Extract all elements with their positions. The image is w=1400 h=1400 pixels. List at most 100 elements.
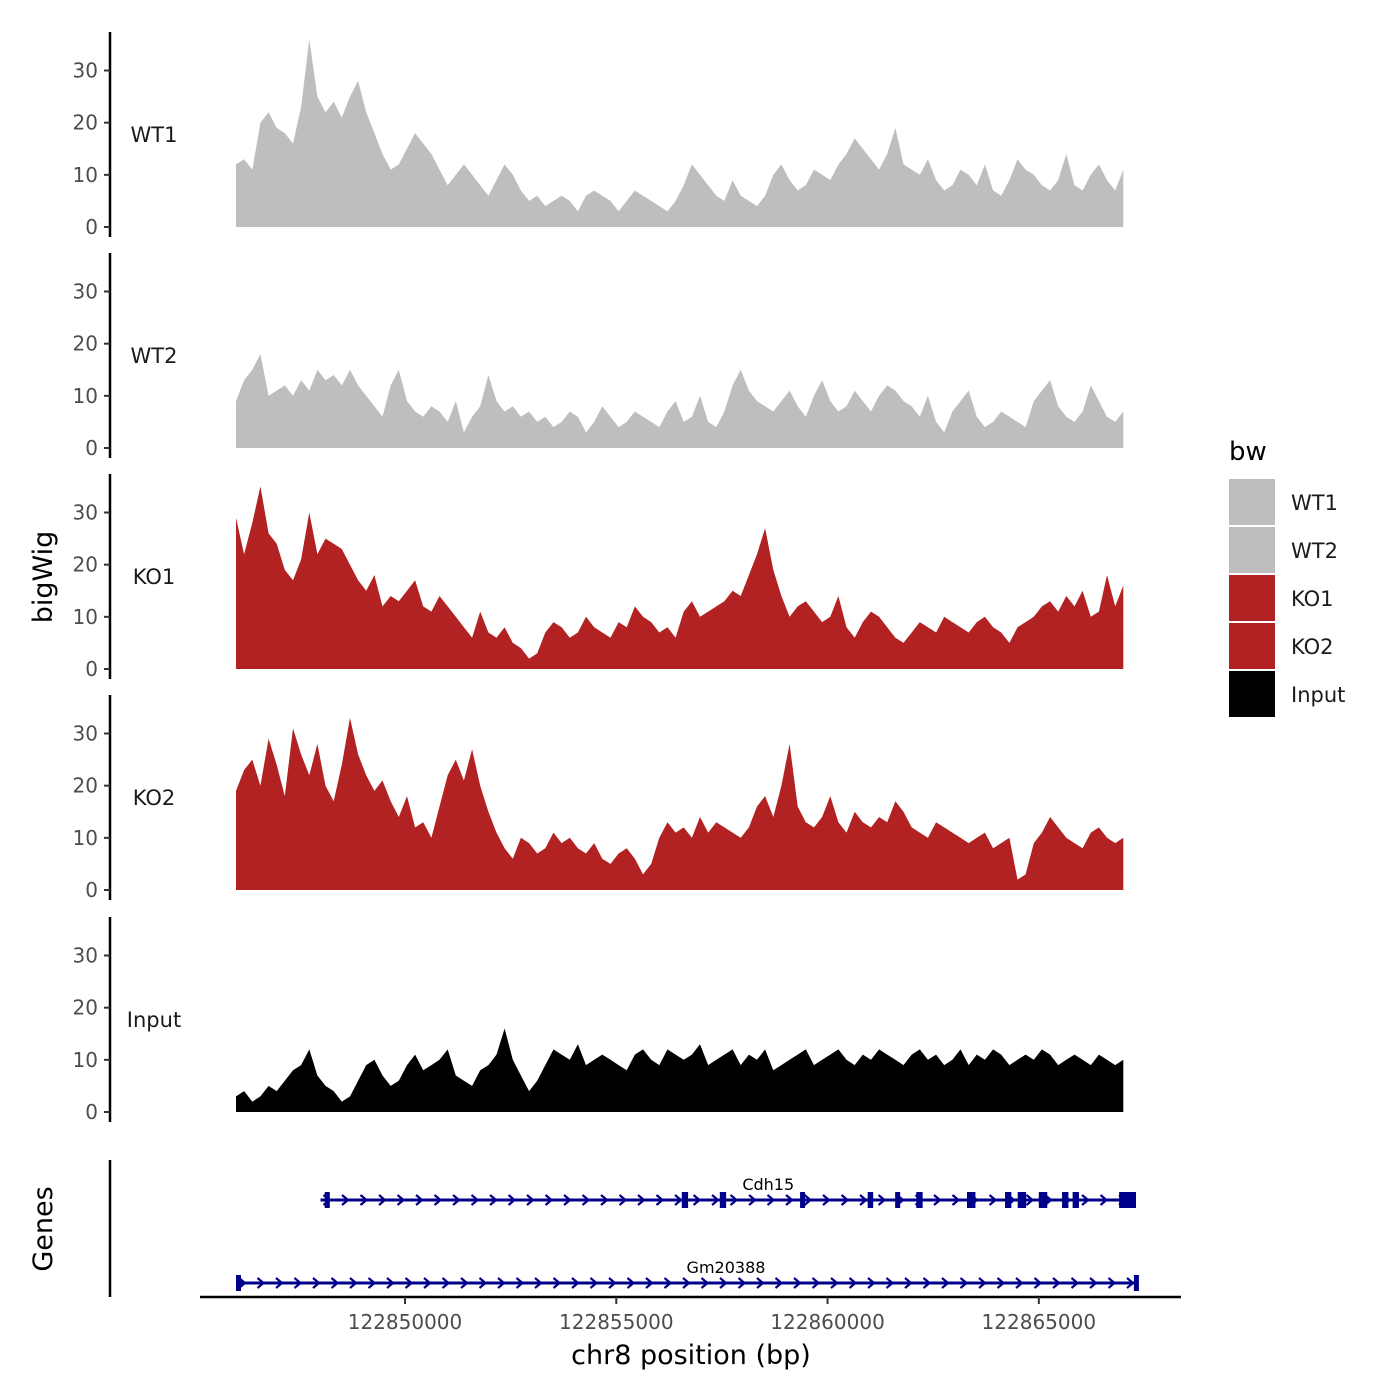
strand-arrow: [1126, 1277, 1135, 1289]
strand-arrow: [978, 1277, 987, 1289]
strand-arrow: [859, 1194, 868, 1206]
strand-arrow: [756, 1277, 765, 1289]
x-tick-label: 122865000: [982, 1310, 1097, 1334]
strand-arrow: [663, 1277, 673, 1289]
strand-arrow: [1015, 1277, 1024, 1289]
strand-arrow: [256, 1277, 266, 1289]
y-axis-title: bigWig: [28, 531, 59, 624]
strand-arrow: [922, 1277, 932, 1289]
y-tick-label: 0: [85, 657, 98, 681]
genes-track-title: Genes: [28, 1186, 59, 1271]
gene-track: Gm20388 Cdh15: [108, 1160, 1139, 1297]
y-tick-label: 0: [85, 878, 98, 902]
strand-arrow: [608, 1277, 617, 1289]
track-label-wt2: WT2: [131, 344, 178, 368]
exon: [1005, 1192, 1012, 1208]
strand-arrow: [1107, 1277, 1117, 1289]
legend-key-wt1: [1229, 479, 1275, 525]
exon: [1133, 1275, 1139, 1291]
strand-arrow: [507, 1194, 517, 1206]
strand-arrow: [885, 1277, 895, 1289]
y-tick-label: 20: [73, 553, 98, 577]
exon: [1119, 1192, 1136, 1208]
strand-arrow: [571, 1277, 580, 1289]
strand-arrow: [1099, 1194, 1109, 1206]
strand-arrow: [544, 1194, 554, 1206]
strand-arrow: [822, 1194, 831, 1206]
gene-label: Cdh15: [742, 1175, 794, 1194]
track-ko1: 0 10 20 30 KO1: [73, 474, 1124, 681]
y-tick-label: 30: [73, 944, 98, 968]
strand-arrow: [682, 1277, 691, 1289]
strand-arrow: [793, 1277, 802, 1289]
strand-arrow: [996, 1277, 1006, 1289]
x-tick-label: 122855000: [559, 1310, 674, 1334]
strand-arrow: [941, 1277, 950, 1289]
strand-arrow: [423, 1277, 432, 1289]
exon: [1062, 1192, 1069, 1208]
area-wt1: [236, 39, 1124, 228]
strand-arrow: [534, 1277, 543, 1289]
strand-arrow: [600, 1194, 609, 1206]
strand-arrow: [386, 1277, 395, 1289]
legend-label-ko1: KO1: [1291, 587, 1334, 611]
strand-arrow: [1081, 1194, 1090, 1206]
strand-arrow: [674, 1194, 683, 1206]
x-tick-label: 122850000: [348, 1310, 463, 1334]
exon: [966, 1192, 976, 1208]
x-axis-title: chr8 position (bp): [571, 1340, 811, 1371]
y-tick-label: 20: [73, 332, 98, 356]
strand-arrow: [330, 1277, 340, 1289]
y-tick-label: 0: [85, 1100, 98, 1124]
strand-arrow: [589, 1277, 599, 1289]
strand-arrow: [848, 1277, 858, 1289]
x-tick-label: 122860000: [770, 1310, 885, 1334]
y-tick-label: 10: [73, 826, 98, 850]
exon: [867, 1192, 874, 1208]
strand-arrow: [811, 1277, 821, 1289]
strand-arrow: [774, 1277, 784, 1289]
strand-arrow: [719, 1277, 728, 1289]
strand-arrow: [378, 1194, 387, 1206]
strand-arrow: [637, 1194, 646, 1206]
gene-cdh15: Cdh15: [320, 1175, 1136, 1208]
y-tick-label: 10: [73, 605, 98, 629]
legend-label-input: Input: [1291, 683, 1345, 707]
y-tick-label: 10: [73, 163, 98, 187]
strand-arrow: [452, 1194, 461, 1206]
strand-arrow: [497, 1277, 506, 1289]
strand-arrow: [618, 1194, 628, 1206]
legend-key-ko2: [1229, 623, 1275, 669]
exon: [324, 1192, 330, 1208]
legend-label-wt2: WT2: [1291, 539, 1338, 563]
strand-arrow: [441, 1277, 451, 1289]
strand-arrow: [867, 1277, 876, 1289]
exon: [1017, 1192, 1027, 1208]
exon: [681, 1192, 689, 1208]
x-axis: 122850000 122855000 122860000 122865000: [200, 1295, 1181, 1334]
legend-key-ko1: [1229, 575, 1275, 621]
strand-arrow: [830, 1277, 839, 1289]
strand-arrow: [655, 1194, 665, 1206]
exon: [1038, 1192, 1048, 1208]
legend-key-input: [1229, 671, 1275, 717]
strand-arrow: [692, 1194, 702, 1206]
exon: [1072, 1192, 1079, 1208]
legend-label-wt1: WT1: [1291, 491, 1338, 515]
y-tick-label: 30: [73, 59, 98, 83]
exon: [916, 1192, 923, 1208]
area-input: [236, 1028, 1124, 1112]
strand-arrow: [1033, 1277, 1043, 1289]
exon: [236, 1275, 241, 1291]
y-tick-label: 10: [73, 1048, 98, 1072]
track-wt2: 0 10 20 30 WT2: [73, 253, 1124, 460]
strand-arrow: [803, 1194, 813, 1206]
strand-arrow: [785, 1194, 794, 1206]
strand-arrow: [470, 1194, 480, 1206]
strand-arrow: [904, 1277, 913, 1289]
strand-arrow: [415, 1194, 424, 1206]
bigwig-tracks: 0 10 20 30 WT1 0 10 20 30 WT2 0 10 20 30 KO1 0 10 20 30 KO2…: [73, 32, 1124, 1124]
legend: bw WT1 WT2 KO1 KO2 Input: [1229, 437, 1345, 717]
strand-arrow: [1070, 1277, 1080, 1289]
